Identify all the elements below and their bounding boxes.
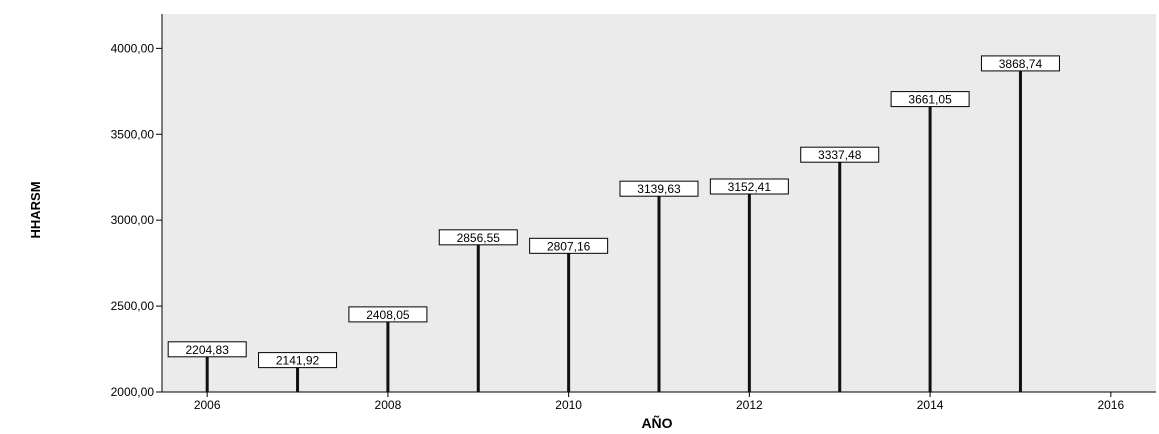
x-tick-label: 2012 [736,398,763,412]
data-label-value: 2141,92 [276,354,320,368]
data-label: 3139,63 [620,181,698,196]
data-label-value: 3868,74 [999,57,1043,71]
data-label-value: 2807,16 [547,239,591,253]
data-label: 2807,16 [530,238,608,253]
data-label: 3868,74 [981,56,1059,71]
y-tick-label: 4000,00 [111,41,155,55]
y-tick-label: 2000,00 [111,385,155,399]
data-label: 3152,41 [710,179,788,194]
data-label-value: 3152,41 [728,180,772,194]
y-axis-ticks: 2000,00 2500,00 3000,00 3500,00 4000,00 [111,41,162,399]
x-tick-label: 2014 [917,398,944,412]
data-label: 2408,05 [349,307,427,322]
x-axis-title: AÑO [641,414,672,431]
x-tick-label: 2008 [375,398,402,412]
y-tick-label: 3500,00 [111,127,155,141]
x-tick-label: 2010 [555,398,582,412]
data-label: 2204,83 [168,342,246,357]
data-label: 2141,92 [259,353,337,368]
y-tick-label: 2500,00 [111,299,155,313]
data-label-value: 2856,55 [457,231,501,245]
data-label-value: 3337,48 [818,148,862,162]
data-label: 3661,05 [891,92,969,107]
y-axis-title: HHARSM [28,181,43,238]
x-axis-ticks: 2006 2008 2010 2012 2014 2016 [194,392,1125,412]
y-tick-label: 3000,00 [111,213,155,227]
data-label-value: 2408,05 [366,308,410,322]
data-label: 3337,48 [801,147,879,162]
data-label-value: 2204,83 [185,343,229,357]
x-tick-label: 2006 [194,398,221,412]
data-label-value: 3661,05 [908,93,952,107]
data-label: 2856,55 [439,230,517,245]
x-tick-label: 2016 [1097,398,1124,412]
data-label-value: 3139,63 [637,182,681,196]
